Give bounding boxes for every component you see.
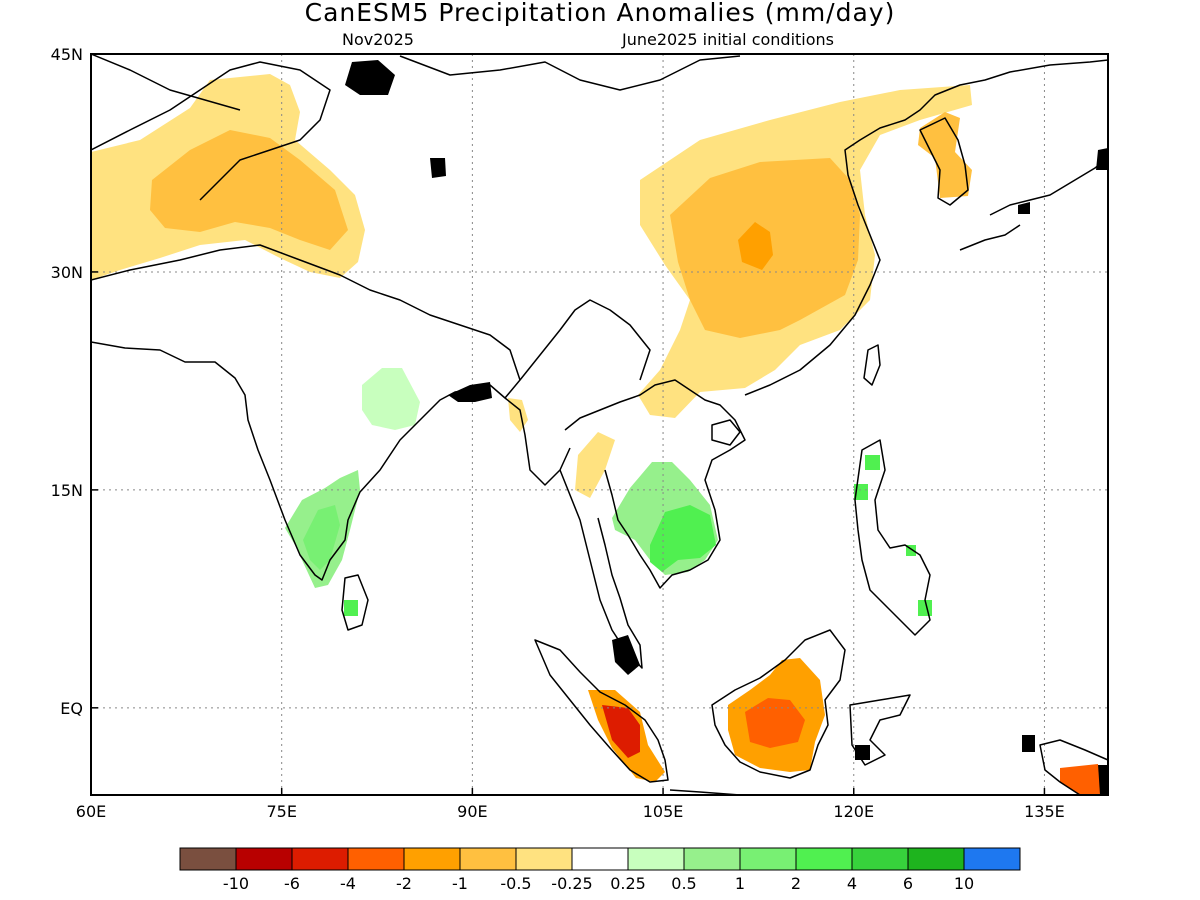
initial-conditions-label: June2025 initial conditions xyxy=(621,30,834,49)
y-tick-label: 15N xyxy=(51,481,83,500)
colorbar-swatch xyxy=(795,847,853,871)
south-asia-borders xyxy=(91,244,521,381)
colorbar-swatch xyxy=(571,847,629,871)
sri-lanka-coastline xyxy=(341,574,369,631)
anomaly-region xyxy=(918,112,972,198)
philippines-coastline xyxy=(854,439,931,636)
map-area xyxy=(91,54,1108,795)
x-tick-label: 90E xyxy=(457,802,487,821)
colorbar-label: -1 xyxy=(452,874,468,893)
taiwan-coastline xyxy=(863,344,881,386)
sulawesi-coastline xyxy=(849,694,911,766)
anomaly-region xyxy=(650,505,716,572)
y-tick-label: 30N xyxy=(51,263,83,282)
anomaly-field xyxy=(91,60,1108,795)
anomaly-region xyxy=(745,698,805,748)
colorbar-label: 4 xyxy=(847,874,857,893)
colorbar-swatch xyxy=(403,847,461,871)
colorbar-swatch xyxy=(739,847,797,871)
sumatra-coastline xyxy=(534,639,669,783)
colorbar-swatch xyxy=(347,847,405,871)
x-tick-label: 105E xyxy=(643,802,684,821)
forecast-month-label: Nov2025 xyxy=(342,30,414,49)
colorbar-swatch xyxy=(907,847,965,871)
map-frame xyxy=(90,53,1109,796)
anomaly-region xyxy=(345,60,446,178)
central-asia-borders xyxy=(91,61,331,201)
colorbar-label: -6 xyxy=(284,874,300,893)
colorbar-label: 1 xyxy=(735,874,745,893)
colorbar-swatch xyxy=(683,847,741,871)
new-guinea-coastline xyxy=(1039,739,1108,795)
x-tick-label: 135E xyxy=(1024,802,1065,821)
colorbar-label: 6 xyxy=(903,874,913,893)
colorbar-swatch xyxy=(515,847,573,871)
anomaly-region xyxy=(1018,148,1108,214)
anomaly-region xyxy=(362,368,420,430)
colorbar-swatch xyxy=(963,847,1021,871)
colorbar-label: -0.25 xyxy=(551,874,592,893)
figure-title: CanESM5 Precipitation Anomalies (mm/day) xyxy=(305,0,896,27)
japan-coastline xyxy=(959,157,1108,251)
anomaly-region xyxy=(344,600,358,616)
borneo-coastline xyxy=(711,629,846,779)
colorbar-swatch xyxy=(179,847,237,871)
india-coastline xyxy=(91,341,571,581)
ganges-delta xyxy=(448,382,492,402)
hainan-coastline xyxy=(711,419,741,446)
northern-borders xyxy=(91,54,741,111)
y-axis: 45N 30N 15N EQ xyxy=(51,45,98,718)
indochina-borders xyxy=(504,299,651,399)
anomaly-region xyxy=(738,222,773,270)
y-tick-label: EQ xyxy=(60,699,83,718)
malay-peninsula-coastline xyxy=(559,469,643,669)
colorbar-label: 0.5 xyxy=(671,874,696,893)
anomaly-region xyxy=(602,705,640,758)
colorbar-label: 2 xyxy=(791,874,801,893)
colorbar-label: -2 xyxy=(396,874,412,893)
anomaly-region xyxy=(575,432,615,498)
korea-coastline xyxy=(919,117,969,206)
colorbar-swatch xyxy=(627,847,685,871)
anomaly-region xyxy=(150,130,348,250)
indochina-coastline xyxy=(564,379,746,589)
anomaly-region xyxy=(1022,735,1035,752)
anomaly-region xyxy=(612,635,640,675)
china-coastline xyxy=(744,59,1108,396)
anomaly-region xyxy=(303,505,340,570)
x-tick-label: 60E xyxy=(76,802,106,821)
coastlines xyxy=(91,54,1108,795)
colorbar-swatch xyxy=(235,847,293,871)
colorbar-swatch xyxy=(291,847,349,871)
x-axis: 60E 75E 90E 105E 120E 135E xyxy=(76,788,1065,821)
y-tick-label: 45N xyxy=(51,45,83,64)
colorbar-label: -10 xyxy=(223,874,249,893)
colorbar-label: -4 xyxy=(340,874,356,893)
anomaly-region xyxy=(854,455,932,616)
anomaly-region xyxy=(1060,764,1100,795)
colorbar-label: 10 xyxy=(954,874,974,893)
colorbar-legend: -10 -6 -4 -2 -1 -0.5 -0.25 0.25 0.5 1 2 4 6 10 xyxy=(179,847,1021,893)
colorbar-swatch xyxy=(459,847,517,871)
x-tick-label: 75E xyxy=(266,802,296,821)
colorbar-label: -0.5 xyxy=(500,874,531,893)
x-tick-label: 120E xyxy=(833,802,874,821)
colorbar-label: 0.25 xyxy=(610,874,646,893)
colorbar-swatch xyxy=(851,847,909,871)
graticule xyxy=(91,54,1108,795)
